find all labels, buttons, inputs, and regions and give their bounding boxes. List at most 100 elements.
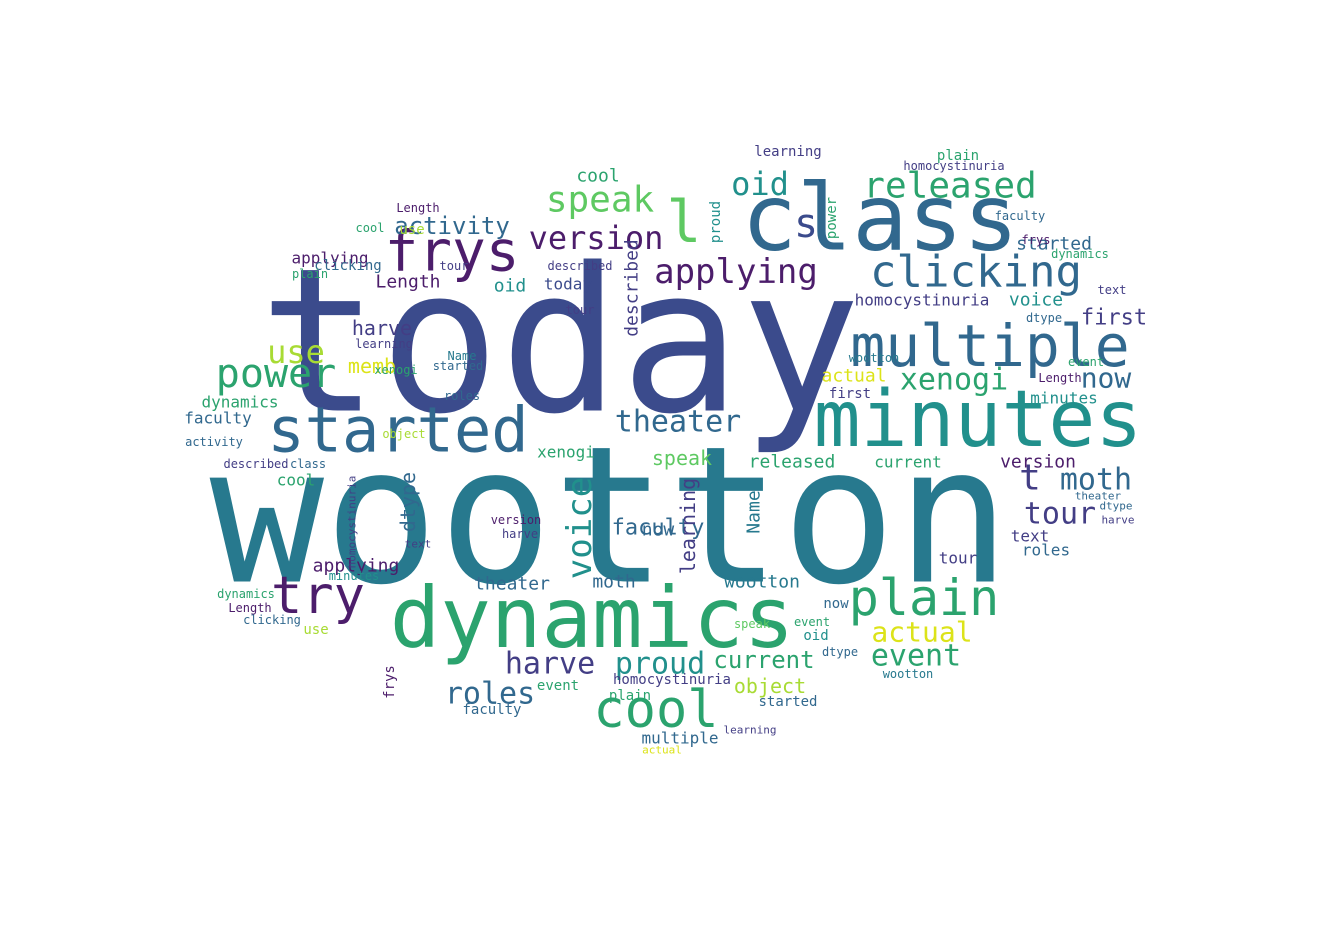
word-current: current [713,646,814,674]
word-plain: plain [937,148,979,164]
word-faculty: faculty [612,516,705,541]
word-started: started [433,359,484,373]
word-text: text [1098,283,1127,297]
word-dynamics: dynamics [1051,247,1109,261]
word-dynamics: dynamics [390,569,795,667]
word-roles: roles [445,677,535,712]
word-harve: harve [502,527,538,541]
word-learning: learning [724,724,777,737]
word-today: today [544,275,593,294]
word-first: first [829,386,871,402]
word-t: t [1019,458,1041,499]
word-use: use [399,222,424,238]
word-minutes: minutes [1030,389,1097,408]
word-try: try [271,566,365,626]
word-described: described [223,457,288,471]
word-first: first [1081,306,1147,331]
word-theater: theater [1075,490,1122,503]
word-actual: actual [821,366,886,387]
word-learning: learning [754,144,821,160]
word-activity: activity [394,212,510,240]
word-event: event [871,639,961,674]
word-moth: moth [1060,463,1132,498]
word-class: class [742,165,1019,272]
word-dynamics: dynamics [217,587,275,601]
word-event: event [794,615,830,629]
word-now: now [642,520,675,541]
word-version: version [529,219,664,257]
word-speak: speak [546,180,655,221]
word-wootton: wootton [849,351,900,365]
word-applying: applying [291,249,368,268]
word-homocystinuria: homocystinuria [613,672,731,688]
word-minutes: minutes [814,375,1143,465]
word-started: started [758,694,817,710]
word-faculty: faculty [462,702,521,718]
word-moth: moth [592,572,635,593]
word-now: now [823,596,849,612]
word-oid: oid [494,276,527,297]
word-minutes: minutes [329,569,380,583]
word-faculty: faculty [995,209,1046,223]
word-released: released [749,452,836,473]
word-xenogi: xenogi [374,363,417,377]
word-xenogi: xenogi [900,363,1008,398]
word-frys: frys [1022,233,1051,247]
word-Length: Length [375,272,440,293]
word-theater: theater [615,405,741,440]
word-wootton: wootton [210,406,1011,627]
word-multiple: multiple [850,312,1129,380]
word-object: object [734,674,806,698]
word-Length: Length [228,601,271,615]
word-described: described [622,239,643,337]
word-use: use [303,622,328,638]
word-harve: harve [1101,514,1134,527]
word-speak: speak [734,617,771,631]
word-cool: cool [277,471,316,490]
word-dtype: dtype [822,645,858,659]
word-homocystinuria: homocystinuria [903,159,1004,173]
word-memb: memb [348,354,396,378]
word-wootton: wootton [724,572,800,593]
word-text: text [405,538,432,551]
word-cool: cool [593,680,718,740]
word-cool: cool [356,221,385,235]
word-wootton: wootton [883,667,934,681]
word-homocystinuria: homocystinuria [346,476,359,569]
word-object: object [382,427,425,441]
word-xenogi: xenogi [537,443,595,462]
word-faculty: faculty [184,409,252,428]
word-plain: plain [849,569,1000,627]
word-applying: applying [313,556,400,577]
word-plain: plain [609,688,651,704]
word-frys: frys [382,665,398,699]
word-text: text [1011,527,1050,546]
word-oid: oid [803,628,828,644]
word-actual: actual [642,744,682,757]
word-tour: tour [939,549,978,568]
word-harve: harve [352,316,412,340]
word-Name: Name [744,490,765,533]
word-learning: learning [355,337,413,351]
word-theater: theater [474,574,550,595]
word-harve: harve [505,647,595,682]
word-activity: activity [185,435,243,449]
word-cool: cool [576,166,619,187]
word-tour: tour [566,303,595,317]
word-speak: speak [652,446,712,470]
word-power: power [216,351,336,397]
word-roles: roles [1022,541,1070,560]
word-actual: actual [871,616,972,649]
word-frys: frys [385,220,520,285]
word-proud: proud [615,647,705,682]
word-version: version [491,513,542,527]
word-dtype: dtype [396,472,420,532]
word-applying: applying [654,252,818,292]
word-plain: plain [292,267,328,281]
word-tour: tour [1024,497,1096,532]
word-Length: Length [1038,371,1081,385]
word-class: class [290,457,326,471]
word-started: started [267,394,528,467]
